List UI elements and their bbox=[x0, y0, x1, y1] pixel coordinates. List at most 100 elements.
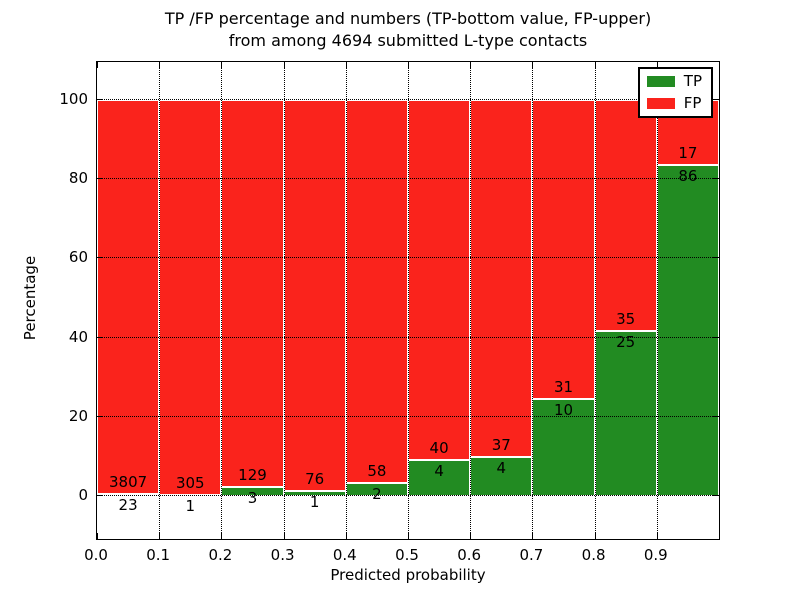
legend-entry-tp: TP bbox=[646, 72, 702, 90]
fp-count-label: 3807 bbox=[109, 472, 148, 491]
y-tick-left bbox=[97, 257, 103, 259]
x-tick-bottom bbox=[532, 533, 534, 539]
tp-count-label: 23 bbox=[118, 495, 138, 514]
v-gridline bbox=[532, 62, 534, 539]
y-tick-left bbox=[97, 178, 103, 180]
x-tick-top bbox=[656, 62, 658, 68]
y-tick-left bbox=[97, 495, 103, 496]
y-tick-right bbox=[713, 99, 719, 100]
x-tick-top bbox=[470, 62, 472, 68]
x-tick-bottom bbox=[408, 533, 409, 539]
tp-count-label: 1 bbox=[185, 496, 196, 515]
legend-entry-fp: FP bbox=[646, 94, 702, 112]
plot-area: TP FP 3807 23 305 1 129 3 76 1 58 2 40 4 37 4 31 10 35 25… bbox=[96, 61, 720, 540]
tp-count-label: 4 bbox=[496, 459, 507, 478]
y-tick-right bbox=[713, 495, 719, 496]
x-tick-label: 0.5 bbox=[395, 546, 419, 564]
v-gridline bbox=[470, 62, 472, 539]
v-gridline bbox=[408, 62, 409, 539]
x-tick-label: 0.9 bbox=[643, 546, 668, 564]
x-tick-bottom bbox=[470, 533, 472, 539]
fp-count-label: 305 bbox=[175, 473, 205, 492]
x-axis-label: Predicted probability bbox=[330, 566, 486, 584]
x-tick-top bbox=[345, 62, 347, 68]
x-tick-bottom bbox=[656, 533, 658, 539]
tp-count-label: 1 bbox=[309, 492, 320, 511]
bar-segment-fp bbox=[283, 100, 346, 491]
fp-legend-label: FP bbox=[683, 94, 702, 112]
fp-count-label: 31 bbox=[553, 378, 574, 397]
x-tick-label: 0.7 bbox=[519, 546, 544, 564]
tp-swatch bbox=[646, 76, 675, 87]
v-gridline bbox=[594, 62, 596, 539]
bar-segment-fp bbox=[594, 100, 657, 331]
x-tick-top bbox=[532, 62, 534, 68]
tp-count-label: 25 bbox=[616, 333, 636, 351]
chart-title-line2: from among 4694 submitted L-type contact… bbox=[228, 31, 588, 50]
x-tick-bottom bbox=[283, 533, 285, 539]
v-gridline bbox=[159, 62, 161, 539]
x-tick-label: 0.0 bbox=[84, 546, 108, 564]
bar-segment-fp bbox=[532, 100, 595, 400]
fp-count-label: 35 bbox=[616, 310, 636, 328]
v-gridline bbox=[283, 62, 285, 539]
y-tick-label: 80 bbox=[68, 169, 88, 188]
fp-count-label: 129 bbox=[238, 466, 267, 484]
bar-segment-fp bbox=[221, 100, 284, 487]
tp-count-label: 4 bbox=[434, 462, 444, 480]
x-tick-label: 0.3 bbox=[270, 546, 295, 564]
x-tick-label: 0.1 bbox=[146, 546, 171, 564]
y-tick-left bbox=[97, 415, 103, 417]
tp-legend-label: TP bbox=[683, 72, 702, 90]
x-tick-label: 0.2 bbox=[208, 546, 233, 564]
y-tick-left bbox=[97, 336, 103, 338]
bar-segment-tp bbox=[532, 399, 595, 496]
y-tick-label: 40 bbox=[68, 327, 88, 346]
y-tick-label: 0 bbox=[78, 486, 88, 504]
x-tick-label: 0.4 bbox=[332, 546, 357, 564]
tp-count-label: 86 bbox=[678, 167, 698, 186]
y-tick-right bbox=[713, 178, 719, 180]
x-tick-label: 0.8 bbox=[581, 546, 606, 564]
y-tick-right bbox=[713, 415, 719, 417]
y-tick-left bbox=[97, 99, 103, 100]
v-gridline bbox=[656, 62, 658, 539]
x-tick-bottom bbox=[97, 533, 98, 539]
bar-segment-fp bbox=[159, 100, 222, 495]
chart-title-line1: TP /FP percentage and numbers (TP-bottom… bbox=[164, 9, 652, 28]
fp-count-label: 40 bbox=[429, 439, 449, 457]
v-gridline bbox=[221, 62, 223, 539]
x-tick-bottom bbox=[159, 533, 161, 539]
legend: TP FP bbox=[637, 67, 713, 118]
bar-segment-fp bbox=[470, 100, 533, 458]
bar-segment-fp bbox=[97, 100, 160, 494]
fp-swatch bbox=[646, 98, 675, 109]
fp-count-label: 58 bbox=[367, 461, 387, 480]
bar-segment-fp bbox=[345, 100, 408, 483]
v-gridline bbox=[345, 62, 347, 539]
x-tick-bottom bbox=[221, 533, 223, 539]
x-tick-top bbox=[408, 62, 409, 68]
fp-count-label: 76 bbox=[305, 469, 325, 488]
chart-title: TP /FP percentage and numbers (TP-bottom… bbox=[96, 8, 720, 52]
fp-count-label: 17 bbox=[678, 144, 698, 163]
fp-count-label: 37 bbox=[491, 436, 511, 455]
bar-segment-fp bbox=[408, 100, 471, 460]
x-tick-bottom bbox=[594, 533, 596, 539]
tp-count-label: 10 bbox=[553, 401, 574, 420]
x-tick-top bbox=[594, 62, 596, 68]
y-tick-label: 100 bbox=[59, 90, 88, 108]
x-tick-label: 0.6 bbox=[457, 546, 482, 564]
x-tick-bottom bbox=[345, 533, 347, 539]
x-tick-top bbox=[221, 62, 223, 68]
x-tick-top bbox=[97, 62, 98, 68]
bar-segment-tp bbox=[594, 331, 657, 496]
bar-segment-tp bbox=[656, 165, 719, 496]
y-tick-label: 60 bbox=[68, 248, 88, 267]
y-tick-right bbox=[713, 336, 719, 338]
y-tick-right bbox=[713, 257, 719, 259]
y-tick-label: 20 bbox=[68, 406, 88, 425]
tp-count-label: 3 bbox=[247, 489, 258, 507]
x-tick-top bbox=[283, 62, 285, 68]
